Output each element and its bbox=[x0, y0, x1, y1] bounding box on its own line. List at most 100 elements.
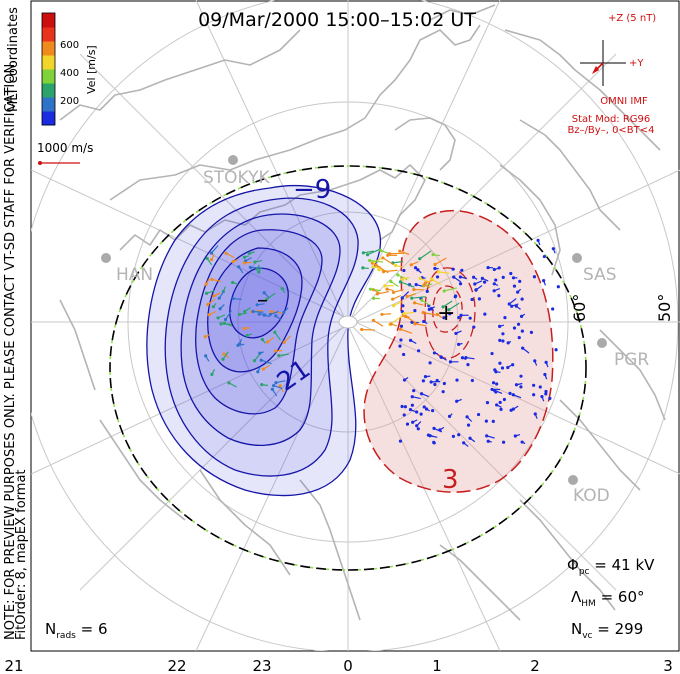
vector-origin bbox=[498, 266, 501, 269]
vector-origin bbox=[539, 385, 542, 388]
imf-y-label: +Y bbox=[629, 58, 644, 69]
vector-origin bbox=[548, 397, 551, 400]
imf-condition: Bz–/By–, 0<BT<4 bbox=[567, 125, 654, 136]
vector-origin bbox=[478, 297, 481, 300]
vector-origin bbox=[501, 366, 504, 369]
vector-origin bbox=[422, 379, 425, 382]
vector-origin bbox=[432, 441, 435, 444]
contour-label-3: 3 bbox=[442, 465, 459, 495]
vector-origin bbox=[519, 375, 522, 378]
map-svg: STOKYK HAN SAS PGR KOD 60° 50° −9 21 3 –… bbox=[0, 0, 680, 674]
mlt-tick-22: 22 bbox=[167, 657, 186, 674]
vector-origin bbox=[483, 313, 486, 316]
map-title: 09/Mar/2000 15:00–15:02 UT bbox=[198, 9, 476, 31]
vector-origin bbox=[513, 326, 516, 329]
station-han: HAN bbox=[116, 265, 153, 285]
vector-origin bbox=[436, 275, 439, 278]
vector-origin bbox=[513, 285, 516, 288]
svg-text:Nrads = 6: Nrads = 6 bbox=[45, 620, 108, 641]
vector-line bbox=[362, 330, 375, 331]
station-pgr: PGR bbox=[614, 350, 649, 370]
vector-origin bbox=[417, 427, 420, 430]
vector-origin bbox=[501, 339, 504, 342]
imf-source: OMNI IMF bbox=[600, 96, 648, 107]
vector-origin bbox=[404, 405, 407, 408]
vector-origin bbox=[532, 384, 535, 387]
vector-origin bbox=[469, 317, 472, 320]
station-kod: KOD bbox=[573, 486, 610, 506]
cbar-segment bbox=[42, 97, 55, 112]
convection-map: STOKYK HAN SAS PGR KOD 60° 50° −9 21 3 –… bbox=[0, 0, 680, 674]
vector-origin bbox=[511, 363, 514, 366]
mlt-axis: 21 22 23 0 1 2 3 bbox=[4, 657, 672, 674]
cbar-label: Vel [m/s] bbox=[85, 45, 98, 94]
nrads-value: = 6 bbox=[76, 620, 108, 638]
vector-origin bbox=[532, 393, 535, 396]
vector-origin bbox=[428, 361, 431, 364]
cbar-tick-400: 400 bbox=[60, 68, 79, 79]
contour-label-neg9: −9 bbox=[293, 175, 331, 205]
potential-max-marker: + bbox=[437, 301, 455, 326]
vector-origin bbox=[544, 392, 547, 395]
nvc-value: = 299 bbox=[593, 620, 644, 638]
vector-origin bbox=[420, 413, 423, 416]
lambda-hm-value: = 60° bbox=[596, 588, 645, 606]
vector-origin bbox=[518, 336, 521, 339]
vector-origin bbox=[494, 390, 497, 393]
mlt-tick-0: 0 bbox=[343, 657, 353, 674]
mlt-tick-23: 23 bbox=[252, 657, 271, 674]
nrads-sub: rads bbox=[56, 631, 76, 641]
vector-line bbox=[244, 328, 250, 329]
vector-origin bbox=[517, 323, 520, 326]
phi-pc-value: = 41 kV bbox=[589, 556, 655, 574]
cbar-segment bbox=[42, 69, 55, 84]
vector-line bbox=[382, 314, 391, 315]
vector-line bbox=[244, 262, 251, 263]
lambda-hm-sub: HM bbox=[581, 599, 596, 609]
vector-origin bbox=[551, 307, 554, 310]
vector-origin bbox=[502, 276, 505, 279]
cbar-tick-600: 600 bbox=[60, 40, 79, 51]
vector-origin bbox=[406, 422, 409, 425]
vector-origin bbox=[399, 338, 402, 341]
cbar-segment bbox=[42, 27, 55, 42]
vector-origin bbox=[402, 269, 405, 272]
vector-origin bbox=[426, 290, 429, 293]
scale-label: 1000 m/s bbox=[37, 141, 93, 155]
vector-origin bbox=[452, 435, 455, 438]
vector-origin bbox=[502, 441, 505, 444]
vector-line bbox=[496, 372, 501, 373]
vector-line bbox=[459, 343, 463, 344]
vector-origin bbox=[497, 294, 500, 297]
vector-origin bbox=[459, 282, 462, 285]
vector-origin bbox=[401, 304, 404, 307]
cbar-segment bbox=[42, 13, 55, 28]
svg-text:Nvc = 299: Nvc = 299 bbox=[571, 620, 643, 641]
vector-origin bbox=[492, 420, 495, 423]
vector-origin bbox=[521, 329, 524, 332]
vector-origin bbox=[501, 332, 504, 335]
cbar-segment bbox=[42, 41, 55, 56]
vector-origin bbox=[471, 298, 474, 301]
vector-origin bbox=[543, 255, 546, 258]
vector-origin bbox=[492, 381, 495, 384]
vector-origin bbox=[509, 272, 512, 275]
mlt-tick-2: 2 bbox=[530, 657, 540, 674]
nvc-sub: vc bbox=[582, 631, 592, 641]
vector-origin bbox=[451, 268, 454, 271]
vector-origin bbox=[499, 401, 502, 404]
vector-line bbox=[262, 385, 268, 386]
phi-pc-symbol: Φ bbox=[567, 556, 579, 574]
vector-origin bbox=[494, 278, 497, 281]
vector-line bbox=[425, 376, 430, 377]
mlt-tick-3: 3 bbox=[663, 657, 673, 674]
vector-origin bbox=[402, 353, 405, 356]
vector-origin bbox=[498, 339, 501, 342]
vector-origin bbox=[554, 348, 557, 351]
vector-line bbox=[422, 278, 426, 279]
vector-origin bbox=[412, 389, 415, 392]
imf-model: Stat Mod: RG96 bbox=[572, 114, 651, 125]
vector-origin bbox=[440, 356, 443, 359]
cbar-segment bbox=[42, 111, 55, 126]
phi-pc-sub: pc bbox=[579, 567, 590, 577]
